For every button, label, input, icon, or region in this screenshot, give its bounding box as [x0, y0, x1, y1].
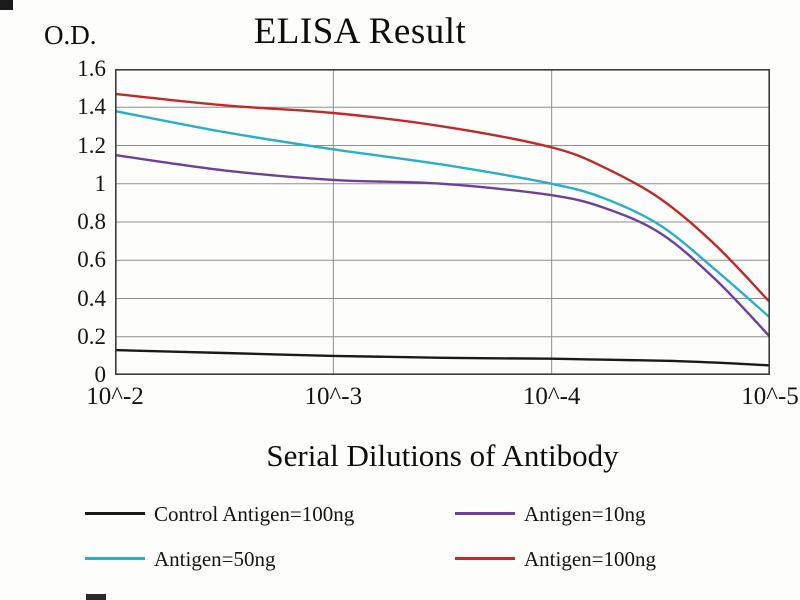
legend-item-label: Control Antigen=100ng: [154, 502, 355, 526]
x-tick-label: 10^-2: [86, 383, 144, 410]
y-tick-label: 1: [94, 170, 107, 196]
series-line-antigen-10ng: [115, 153, 770, 338]
series-line-antigen-100ng: [115, 92, 770, 304]
x-tick-label: 10^-4: [522, 383, 581, 410]
chart-title: ELISA Result: [253, 11, 467, 52]
legend-item-label: Antigen=100ng: [524, 547, 656, 571]
crop-artifact-bottom-left: [86, 594, 106, 600]
y-axis-unit-label: O.D.: [44, 20, 97, 50]
series-line-control-antigen-100ng: [115, 348, 770, 367]
legend-item-label: Antigen=10ng: [524, 502, 646, 526]
legend-line-swatch: [85, 556, 145, 560]
x-axis-title: Serial Dilutions of Antibody: [266, 438, 619, 473]
y-tick-label: 0.6: [77, 247, 106, 273]
x-tick-label: 10^-3: [304, 383, 363, 410]
legend-item: Control Antigen=100ng: [85, 502, 354, 527]
y-tick-label: 1.4: [77, 94, 106, 120]
y-tick-label: 1.2: [77, 132, 106, 158]
legend-item: Antigen=10ng: [455, 502, 646, 527]
legend-item-label: Antigen=50ng: [154, 547, 276, 571]
legend-line-swatch: [455, 556, 515, 560]
legend-item: Antigen=50ng: [85, 547, 276, 572]
y-tick-label: 0.8: [77, 209, 106, 234]
y-tick-label: 0.4: [77, 285, 106, 311]
y-tick-label: 0.2: [77, 323, 106, 349]
x-tick-label: 10^-5: [741, 383, 799, 410]
series-line-antigen-50ng: [115, 109, 770, 319]
legend-item: Antigen=100ng: [455, 547, 656, 572]
plot-border: [115, 69, 770, 375]
legend-line-swatch: [455, 511, 515, 515]
y-tick-label: 1.6: [77, 56, 106, 81]
plot-area: [115, 69, 770, 375]
legend-line-swatch: [85, 511, 145, 515]
y-tick-label: 0: [94, 362, 107, 387]
crop-artifact-top-left: [0, 0, 13, 10]
